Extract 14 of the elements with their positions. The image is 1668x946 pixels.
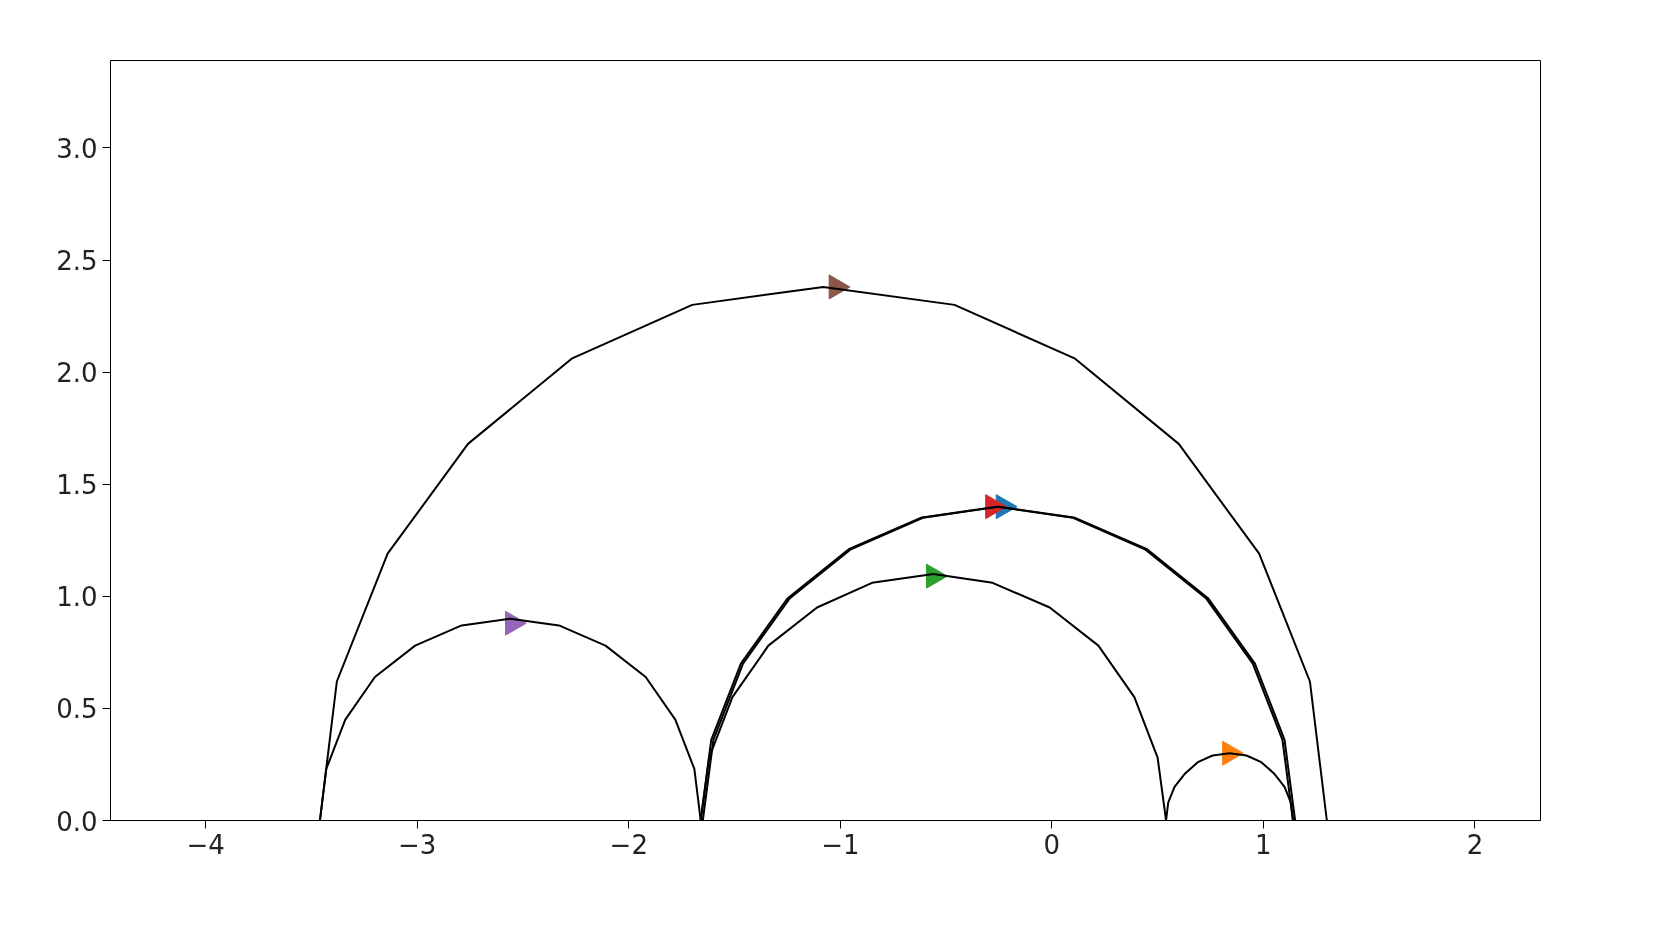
x-tick-label: −1 — [821, 829, 860, 860]
x-tick-label: 2 — [1466, 829, 1484, 860]
y-tick-label: 0.0 — [56, 806, 98, 837]
y-tick-label: 3.0 — [56, 133, 98, 164]
y-tick-label: 2.5 — [56, 246, 98, 277]
x-tick-label: −4 — [186, 829, 225, 860]
y-tick-label: 1.0 — [56, 582, 98, 613]
y-tick-label: 2.0 — [56, 358, 98, 389]
y-tick-label: 1.5 — [56, 470, 98, 501]
y-tick-label: 0.5 — [56, 694, 98, 725]
x-tick-label: −3 — [398, 829, 437, 860]
x-tick-label: −2 — [609, 829, 648, 860]
x-tick-label: 1 — [1255, 829, 1272, 860]
x-tick-label: 0 — [1043, 829, 1061, 860]
